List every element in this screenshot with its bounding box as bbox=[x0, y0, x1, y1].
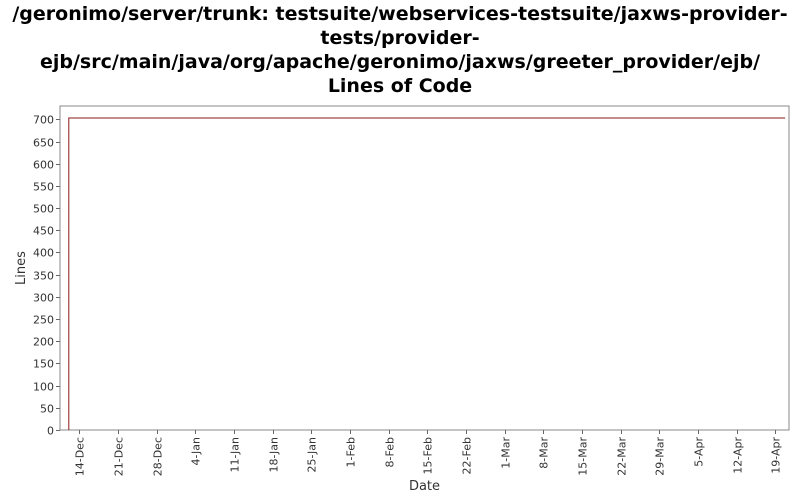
plot-area bbox=[59, 105, 790, 431]
series-line bbox=[68, 117, 786, 430]
x-tick-label: 1-Feb bbox=[345, 437, 358, 467]
y-tick-label: 650 bbox=[33, 137, 54, 150]
x-tick-label: 15-Mar bbox=[577, 437, 590, 476]
x-tick-label: 28-Dec bbox=[152, 437, 165, 476]
x-tick-label: 1-Mar bbox=[500, 437, 513, 469]
y-tick-label: 100 bbox=[33, 381, 54, 394]
y-axis-ticks: 0 50 100 150 200 250 300 350 400 450 500 550 600 650 7… bbox=[33, 114, 60, 438]
y-tick-label: 600 bbox=[33, 159, 54, 172]
y-tick-label: 200 bbox=[33, 336, 54, 349]
x-tick-label: 5-Apr bbox=[693, 437, 706, 467]
y-tick-label: 300 bbox=[33, 292, 54, 305]
x-tick-label: 21-Dec bbox=[113, 437, 126, 476]
chart-title-line-2: tests/provider- bbox=[320, 27, 480, 49]
x-tick-label: 14-Dec bbox=[74, 437, 87, 476]
x-tick-label: 4-Jan bbox=[190, 437, 203, 466]
y-tick-label: 0 bbox=[47, 425, 54, 438]
chart-title-line-1: /geronimo/server/trunk: testsuite/webser… bbox=[12, 3, 788, 25]
x-axis-ticks: 14-Dec 21-Dec 28-Dec 4-Jan 11-Jan 18-Jan 25-Ja… bbox=[74, 430, 783, 476]
x-tick-label: 12-Apr bbox=[732, 437, 745, 474]
y-tick-label: 700 bbox=[33, 114, 54, 127]
y-tick-label: 450 bbox=[33, 225, 54, 238]
x-tick-label: 11-Jan bbox=[229, 437, 242, 473]
x-tick-label: 15-Feb bbox=[422, 437, 435, 474]
x-tick-label: 8-Feb bbox=[384, 437, 397, 467]
x-tick-label: 8-Mar bbox=[538, 437, 551, 469]
y-tick-label: 350 bbox=[33, 270, 54, 283]
y-tick-label: 250 bbox=[33, 314, 54, 327]
y-tick-label: 400 bbox=[33, 247, 54, 260]
x-tick-label: 22-Feb bbox=[461, 437, 474, 474]
y-tick-label: 550 bbox=[33, 181, 54, 194]
x-axis-label: Date bbox=[409, 479, 440, 494]
series-layer bbox=[68, 117, 786, 430]
y-tick-label: 150 bbox=[33, 358, 54, 371]
x-tick-label: 18-Jan bbox=[268, 437, 281, 473]
x-tick-label: 19-Apr bbox=[770, 437, 783, 474]
x-tick-label: 25-Jan bbox=[306, 437, 319, 473]
chart-title-line-4: Lines of Code bbox=[327, 75, 473, 97]
x-tick-label: 22-Mar bbox=[616, 437, 629, 476]
y-tick-label: 50 bbox=[40, 403, 54, 416]
y-axis-label: Lines bbox=[14, 251, 29, 285]
x-tick-label: 29-Mar bbox=[654, 437, 667, 476]
chart-title-line-3: ejb/src/main/java/org/apache/geronimo/ja… bbox=[39, 51, 761, 73]
y-tick-label: 500 bbox=[33, 203, 54, 216]
chart-title: /geronimo/server/trunk: testsuite/webser… bbox=[0, 2, 800, 98]
